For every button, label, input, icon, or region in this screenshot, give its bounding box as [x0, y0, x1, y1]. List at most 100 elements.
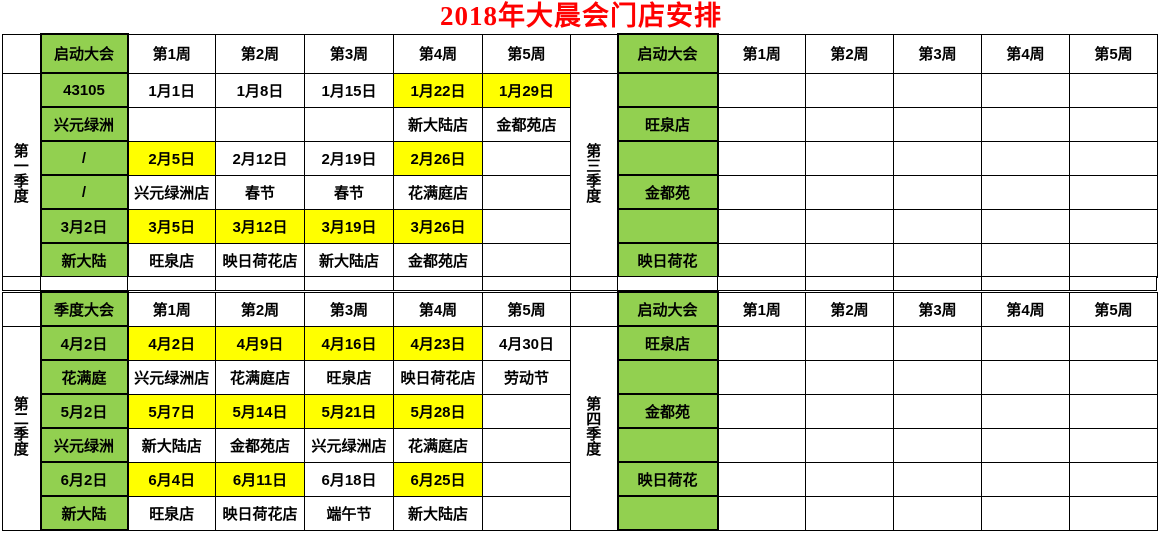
meeting-header-cell[interactable]: 启动大会 [616, 33, 719, 74]
data-cell[interactable] [482, 174, 571, 210]
data-cell[interactable]: 5月28日 [393, 393, 483, 429]
data-cell[interactable] [717, 325, 806, 361]
data-cell[interactable] [482, 393, 571, 429]
row-label-cell[interactable]: 旺泉店 [616, 325, 719, 361]
data-cell[interactable]: 2月19日 [304, 140, 394, 176]
data-cell[interactable] [805, 495, 894, 531]
row-label-cell[interactable] [616, 140, 719, 176]
data-cell[interactable]: 1月8日 [215, 72, 305, 108]
row-label-cell[interactable]: 金都苑 [616, 174, 719, 210]
data-cell[interactable]: 新大陆店 [393, 106, 483, 142]
data-cell[interactable] [1069, 106, 1158, 142]
row-label-cell[interactable] [616, 495, 719, 531]
data-cell[interactable] [805, 106, 894, 142]
data-cell[interactable] [805, 140, 894, 176]
data-cell[interactable] [482, 208, 571, 244]
data-cell[interactable]: 新大陆店 [304, 242, 394, 278]
week-header-cell[interactable]: 第4周 [393, 33, 483, 74]
week-header-cell[interactable]: 第1周 [717, 291, 806, 327]
data-cell[interactable] [1069, 393, 1158, 429]
data-cell[interactable]: 2月12日 [215, 140, 305, 176]
row-label-cell[interactable]: / [39, 174, 129, 210]
data-cell[interactable]: 4月9日 [215, 325, 305, 361]
data-cell[interactable]: 春节 [304, 174, 394, 210]
meeting-header-cell[interactable]: 启动大会 [39, 33, 129, 74]
data-cell[interactable] [981, 72, 1070, 108]
data-cell[interactable] [717, 461, 806, 497]
data-cell[interactable] [1069, 359, 1158, 395]
data-cell[interactable] [893, 242, 982, 278]
data-cell[interactable] [482, 495, 571, 531]
week-header-cell[interactable]: 第3周 [304, 291, 394, 327]
data-cell[interactable]: 旺泉店 [127, 495, 216, 531]
week-header-cell[interactable]: 第5周 [1069, 291, 1158, 327]
data-cell[interactable]: 2月5日 [127, 140, 216, 176]
data-cell[interactable] [805, 427, 894, 463]
data-cell[interactable]: 1月1日 [127, 72, 216, 108]
data-cell[interactable]: 4月2日 [127, 325, 216, 361]
meeting-header-cell[interactable]: 季度大会 [39, 291, 129, 327]
data-cell[interactable] [717, 393, 806, 429]
data-cell[interactable]: 兴元绿洲店 [304, 427, 394, 463]
data-cell[interactable] [893, 174, 982, 210]
row-label-cell[interactable] [616, 72, 719, 108]
data-cell[interactable] [805, 208, 894, 244]
week-header-cell[interactable]: 第2周 [805, 33, 894, 74]
data-cell[interactable] [482, 461, 571, 497]
data-cell[interactable] [981, 393, 1070, 429]
week-header-cell[interactable]: 第1周 [127, 291, 216, 327]
row-label-cell[interactable]: 映日荷花 [616, 242, 719, 278]
week-header-cell[interactable]: 第1周 [717, 33, 806, 74]
row-label-cell[interactable]: 金都苑 [616, 393, 719, 429]
data-cell[interactable] [1069, 208, 1158, 244]
week-header-cell[interactable]: 第2周 [215, 291, 305, 327]
data-cell[interactable] [893, 427, 982, 463]
data-cell[interactable] [893, 72, 982, 108]
row-label-cell[interactable]: 兴元绿洲 [39, 427, 129, 463]
data-cell[interactable]: 兴元绿洲店 [127, 174, 216, 210]
data-cell[interactable]: 兴元绿洲店 [127, 359, 216, 395]
data-cell[interactable]: 映日荷花店 [393, 359, 483, 395]
data-cell[interactable] [893, 208, 982, 244]
data-cell[interactable]: 6月11日 [215, 461, 305, 497]
data-cell[interactable]: 花满庭店 [393, 174, 483, 210]
data-cell[interactable] [893, 461, 982, 497]
data-cell[interactable] [805, 174, 894, 210]
data-cell[interactable]: 金都苑店 [215, 427, 305, 463]
week-header-cell[interactable]: 第1周 [127, 33, 216, 74]
data-cell[interactable] [482, 242, 571, 278]
data-cell[interactable] [981, 242, 1070, 278]
data-cell[interactable] [1069, 242, 1158, 278]
data-cell[interactable] [717, 427, 806, 463]
data-cell[interactable] [1069, 495, 1158, 531]
data-cell[interactable]: 2月26日 [393, 140, 483, 176]
data-cell[interactable] [717, 359, 806, 395]
data-cell[interactable] [981, 359, 1070, 395]
week-header-cell[interactable]: 第4周 [981, 291, 1070, 327]
data-cell[interactable] [1069, 140, 1158, 176]
data-cell[interactable]: 3月12日 [215, 208, 305, 244]
data-cell[interactable] [482, 140, 571, 176]
data-cell[interactable]: 1月29日 [482, 72, 571, 108]
data-cell[interactable] [893, 140, 982, 176]
data-cell[interactable] [1069, 427, 1158, 463]
data-cell[interactable] [981, 140, 1070, 176]
data-cell[interactable] [805, 393, 894, 429]
data-cell[interactable]: 新大陆店 [127, 427, 216, 463]
data-cell[interactable]: 1月22日 [393, 72, 483, 108]
data-cell[interactable] [893, 359, 982, 395]
row-label-cell[interactable]: 43105 [39, 72, 129, 108]
data-cell[interactable]: 6月25日 [393, 461, 483, 497]
row-label-cell[interactable]: 4月2日 [39, 325, 129, 361]
row-label-cell[interactable]: 6月2日 [39, 461, 129, 497]
data-cell[interactable] [805, 359, 894, 395]
data-cell[interactable]: 3月5日 [127, 208, 216, 244]
row-label-cell[interactable]: 新大陆 [39, 495, 129, 531]
data-cell[interactable] [981, 174, 1070, 210]
data-cell[interactable]: 端午节 [304, 495, 394, 531]
week-header-cell[interactable]: 第4周 [981, 33, 1070, 74]
data-cell[interactable]: 4月30日 [482, 325, 571, 361]
data-cell[interactable] [805, 325, 894, 361]
data-cell[interactable] [893, 325, 982, 361]
data-cell[interactable] [304, 106, 394, 142]
